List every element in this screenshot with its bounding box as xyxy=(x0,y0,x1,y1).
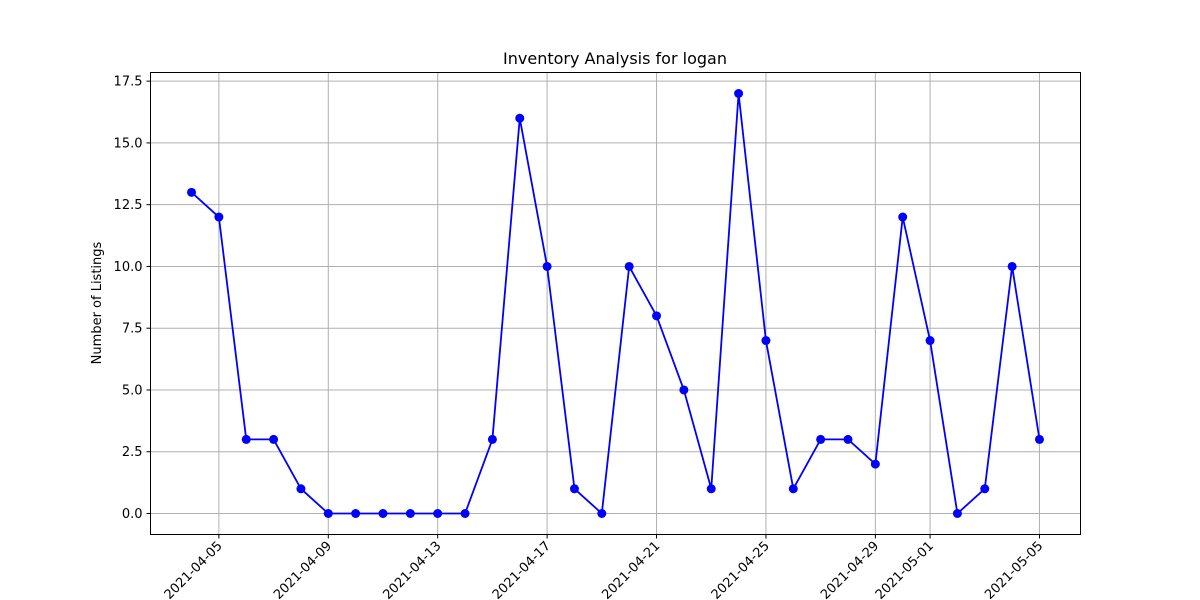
y-tick-label: 10.0 xyxy=(114,260,143,275)
y-tick-label: 12.5 xyxy=(114,198,143,213)
x-tick-label: 2021-04-29 xyxy=(818,539,882,600)
data-point xyxy=(433,509,443,518)
data-point xyxy=(597,509,607,518)
data-point xyxy=(980,484,990,494)
series-markers xyxy=(187,89,1044,518)
data-point xyxy=(515,113,525,123)
data-point xyxy=(843,434,853,444)
y-tick-label: 5.0 xyxy=(122,383,143,398)
plot-frame xyxy=(150,72,1081,535)
data-point xyxy=(706,484,716,494)
chart-title: Inventory Analysis for logan xyxy=(503,49,727,68)
data-point xyxy=(405,509,415,518)
data-point xyxy=(542,261,552,271)
data-point xyxy=(925,336,935,346)
data-point xyxy=(788,484,798,494)
axis-ticks: 0.0 2.5 5.0 7.5 10.0 12.5 15.0 17.5 2021-04-05 20… xyxy=(114,75,1047,600)
y-tick-label: 7.5 xyxy=(122,322,143,337)
data-point xyxy=(269,434,279,444)
x-tick-label: 2021-04-09 xyxy=(271,539,335,600)
data-point xyxy=(351,509,361,518)
x-tick-label: 2021-05-01 xyxy=(873,539,937,600)
x-tick-label: 2021-04-25 xyxy=(709,539,773,600)
x-tick-label: 2021-05-05 xyxy=(982,539,1046,600)
data-point xyxy=(460,509,470,518)
data-point xyxy=(323,509,333,518)
series-line xyxy=(190,92,1041,515)
data-point xyxy=(187,187,197,197)
data-point xyxy=(1034,434,1044,444)
data-point xyxy=(679,385,689,395)
data-point xyxy=(1007,261,1017,271)
x-tick-label: 2021-04-21 xyxy=(599,539,663,600)
y-tick-label: 15.0 xyxy=(114,136,143,151)
data-point xyxy=(898,212,908,222)
data-point xyxy=(816,434,826,444)
x-tick-label: 2021-04-17 xyxy=(490,539,554,600)
data-point xyxy=(296,484,306,494)
y-axis-label: Number of Listings xyxy=(90,241,105,364)
series-line-path xyxy=(190,92,1041,515)
data-point xyxy=(870,459,880,469)
x-tick-label: 2021-04-05 xyxy=(162,539,226,600)
data-point xyxy=(952,509,962,518)
y-tick-label: 0.0 xyxy=(122,507,143,522)
x-tick-label: 2021-04-13 xyxy=(380,539,444,600)
data-point xyxy=(241,434,251,444)
y-tick-label: 2.5 xyxy=(122,445,143,460)
data-point xyxy=(487,434,497,444)
grid xyxy=(150,72,1081,535)
data-point xyxy=(624,261,634,271)
data-point xyxy=(378,509,388,518)
y-tick-label: 17.5 xyxy=(114,75,143,90)
data-point xyxy=(761,336,771,346)
data-point xyxy=(652,311,662,321)
data-point xyxy=(214,212,224,222)
data-point xyxy=(734,89,744,98)
data-point xyxy=(569,484,579,494)
